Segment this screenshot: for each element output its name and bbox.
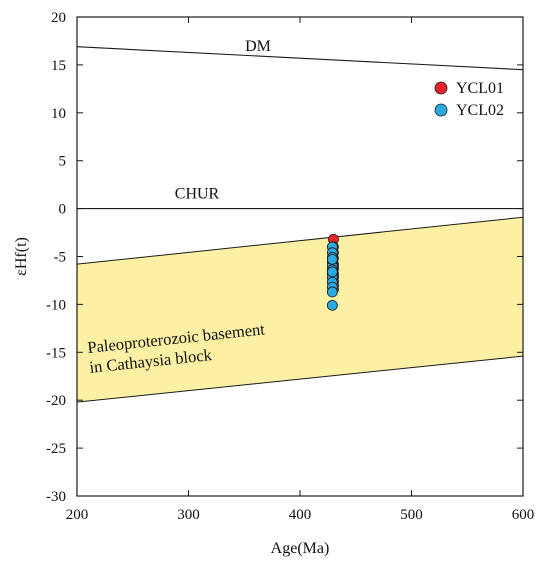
y-axis-title: εHf(t) [13,237,30,276]
basement-field [77,216,523,403]
x-axis-title: Age(Ma) [271,540,330,557]
y-tick-label: -5 [54,250,67,266]
data-point-ycl02 [326,286,338,298]
y-tick-label: 0 [59,202,67,218]
x-tick-label: 400 [289,507,312,523]
data-point-ycl02 [326,299,338,311]
reference-line-dm [77,46,523,71]
data-point-ycl02 [326,253,338,265]
y-tick-label: -20 [46,393,66,409]
y-tick-label: 5 [59,154,67,170]
legend-label-ycl01: YCL01 [456,80,504,97]
legend-label-ycl02: YCL02 [456,102,504,119]
x-tick-label: 300 [177,507,200,523]
legend-marker-ycl01 [434,81,448,95]
y-tick-label: -15 [46,345,66,361]
y-tick-label: 20 [51,10,66,26]
chur-line-label: CHUR [175,186,220,203]
x-tick-label: 500 [400,507,423,523]
legend-marker-ycl02 [434,103,448,117]
y-axis-title-group: εHf(t) [13,237,30,276]
y-tick-label: -10 [46,297,66,313]
y-tick-label: -25 [46,441,66,457]
y-tick-label: -30 [46,489,66,505]
dm-line-label: DM [245,38,271,55]
data-point-ycl02 [326,266,338,278]
x-tick-label: 600 [512,507,535,523]
y-tick-label: 15 [51,58,66,74]
x-tick-label: 200 [66,507,89,523]
y-tick-label: 10 [51,106,66,122]
